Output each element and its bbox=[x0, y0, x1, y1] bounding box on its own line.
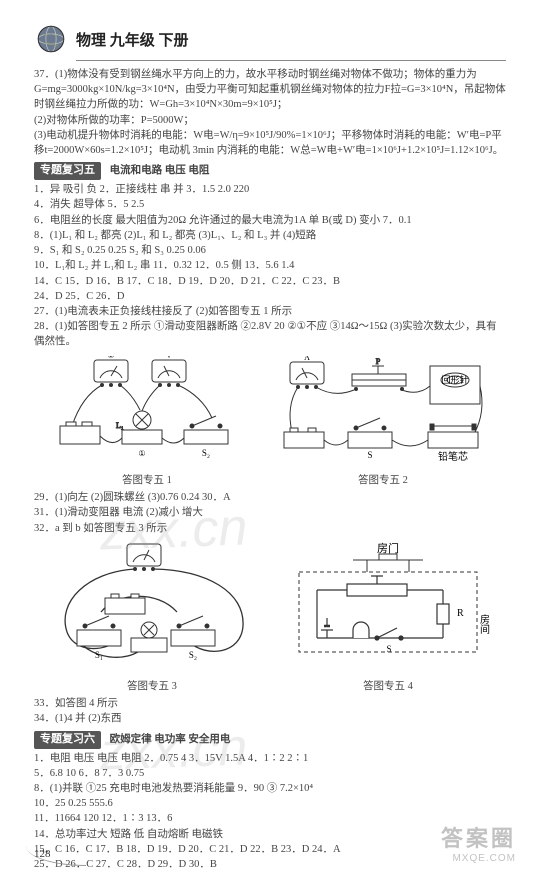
svg-text:L₁: L₁ bbox=[116, 421, 124, 430]
after-l2: 34．(1)4 并 (2)东西 bbox=[34, 711, 506, 726]
t5-l4: 8．(1)L₁ 和 L₂ 都亮 (2)L₁ 和 L₂ 都亮 (3)L₁、L₂ 和… bbox=[34, 228, 506, 243]
mid-l1: 29．(1)向左 (2)圆珠螺丝 (3)0.76 0.24 30．A bbox=[34, 490, 506, 505]
page-number: 128 bbox=[34, 848, 51, 860]
t5-l8: 24．D 25．C 26．D bbox=[34, 289, 506, 304]
t5-l2: 4．消失 超导体 5．5 2.5 bbox=[34, 197, 506, 212]
svg-text:房门: 房门 bbox=[377, 542, 399, 555]
t6-l8: 25．D 26．C 27．C 28．D 29．D 30．B bbox=[34, 857, 506, 872]
t5-l6: 10．L₁和 L₂ 并 L₁和 L₂ 串 11．0.32 12．0.5 侧 13… bbox=[34, 258, 506, 273]
q37-line2: (2)对物体所做的功率：P=5000W； bbox=[34, 113, 506, 128]
figure-4: 房门 bbox=[283, 542, 493, 694]
footer-sub: MXQE.COM bbox=[441, 853, 516, 864]
t5-l3: 6．电阻丝的长度 最大阻值为20Ω 允许通过的最大电流为1A 单 B(或 D) … bbox=[34, 213, 506, 228]
fig3-caption: 答图专五 3 bbox=[47, 679, 257, 694]
t6-l2: 5．6.8 10 6．8 7．3 0.75 bbox=[34, 766, 506, 781]
footer-logo: 答案圈 MXQE.COM bbox=[441, 821, 516, 864]
svg-text:①: ① bbox=[138, 449, 145, 458]
svg-text:S: S bbox=[386, 644, 391, 654]
t5-l7: 14．C 15．D 16．B 17．C 18．D 19．D 20．D 21．C … bbox=[34, 274, 506, 289]
t5-l5: 9．S₁ 和 S₂ 0.25 0.25 S₂ 和 S₃ 0.25 0.06 bbox=[34, 243, 506, 258]
svg-text:铅笔芯: 铅笔芯 bbox=[438, 450, 468, 463]
figure-3: S₁ S₂ 答图专五 3 bbox=[47, 542, 257, 694]
header-rule bbox=[76, 60, 506, 61]
topic5-badge: 专题复习五 bbox=[34, 162, 101, 180]
fig4-caption: 答图专五 4 bbox=[283, 679, 493, 694]
fig1-caption: 答图专五 1 bbox=[52, 473, 242, 488]
svg-text:房间: 房间 bbox=[478, 613, 490, 635]
svg-text:S₁: S₁ bbox=[95, 650, 103, 660]
svg-text:S: S bbox=[367, 450, 372, 460]
figure-row-1: ② V bbox=[34, 356, 506, 488]
t6-l6: 14．总功率过大 短路 低 自动熔断 电磁铁 bbox=[34, 827, 506, 842]
figure-1: ② V bbox=[52, 356, 242, 488]
figure-row-2: S₁ S₂ 答图专五 3 房门 bbox=[34, 542, 506, 694]
t6-l4: 10．25 0.25 555.6 bbox=[34, 796, 506, 811]
svg-text:S₂: S₂ bbox=[202, 448, 210, 458]
t6-l5: 11．11664 120 12．1∶3 13．6 bbox=[34, 811, 506, 826]
t6-l1: 1．电阻 电压 电压 电阻 2．0.75 4 3．15V 1.5A 4．1∶2 … bbox=[34, 751, 506, 766]
t6-l7: 15．C 16．C 17．B 18．D 19．D 20．C 21．D 22．B … bbox=[34, 842, 506, 857]
svg-text:R: R bbox=[457, 608, 464, 619]
mid-l3: 32．a 到 b 如答图专五 3 所示 bbox=[34, 521, 506, 536]
after-l1: 33．如答图 4 所示 bbox=[34, 696, 506, 711]
globe-icon bbox=[34, 22, 68, 56]
mid-l2: 31．(1)滑动变阻器 电流 (2)减小 增大 bbox=[34, 505, 506, 520]
topic5-title: 电流和电路 电压 电阻 bbox=[110, 165, 210, 176]
t5-l1: 1．异 吸引 负 2．正接线柱 串 并 3．1.5 2.0 220 bbox=[34, 182, 506, 197]
t5-l10: 28．(1)如答图专五 2 所示 ①滑动变阻器断路 ②2.8V 20 ②①不应 … bbox=[34, 319, 506, 349]
figure-2: P 回形针 A bbox=[278, 356, 488, 488]
svg-text:V: V bbox=[166, 356, 172, 360]
q37-line1: 37．(1)物体没有受到钢丝绳水平方向上的力，故水平移动时钢丝绳对物体不做功；物… bbox=[34, 67, 506, 113]
svg-text:回形针: 回形针 bbox=[441, 374, 468, 385]
svg-text:A: A bbox=[304, 356, 310, 362]
content-body: 37．(1)物体没有受到钢丝绳水平方向上的力，故水平移动时钢丝绳对物体不做功；物… bbox=[34, 67, 506, 872]
header-title: 物理 九年级 下册 bbox=[76, 29, 189, 50]
topic6-badge: 专题复习六 bbox=[34, 731, 101, 749]
fig2-caption: 答图专五 2 bbox=[278, 473, 488, 488]
t5-l9: 27．(1)电流表未正负接线柱接反了 (2)如答图专五 1 所示 bbox=[34, 304, 506, 319]
page-header: 物理 九年级 下册 bbox=[34, 22, 506, 56]
svg-text:②: ② bbox=[107, 356, 114, 360]
t6-l3: 8．(1)并联 ①25 充电时电池发热要消耗能量 9．90 ③ 7.2×10⁴ bbox=[34, 781, 506, 796]
q37-line3: (3)电动机提升物体时消耗的电能：W电=W/η=9×10⁵J/90%=1×10⁶… bbox=[34, 128, 506, 158]
topic6-title: 欧姆定律 电功率 安全用电 bbox=[110, 734, 231, 745]
footer-main: 答案圈 bbox=[441, 821, 516, 853]
svg-text:S₂: S₂ bbox=[189, 650, 197, 660]
svg-text:P: P bbox=[376, 357, 381, 366]
